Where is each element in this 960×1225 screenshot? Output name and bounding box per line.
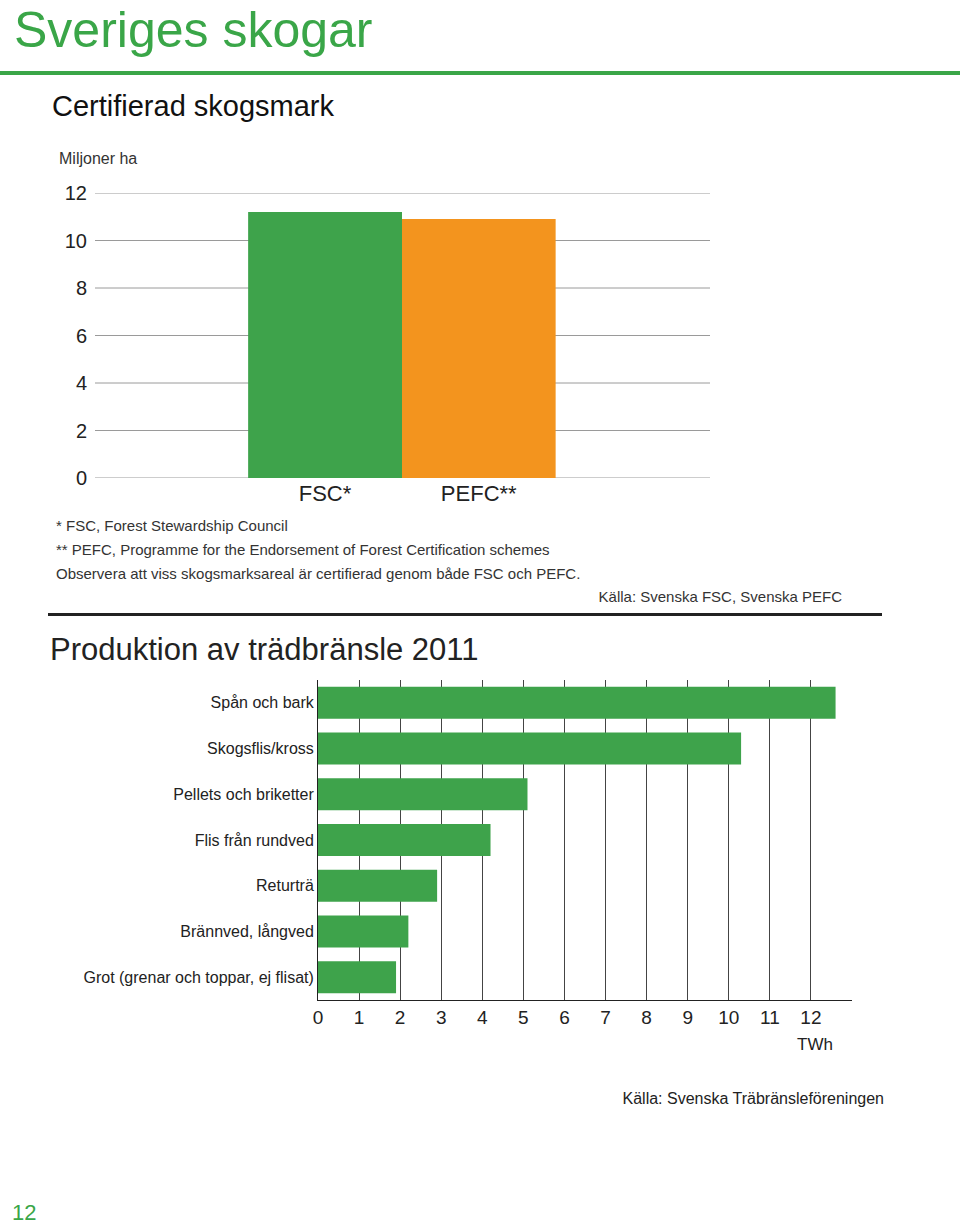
svg-text:Skogsflis/kross: Skogsflis/kross <box>207 740 314 757</box>
html-text:** PEFC, Programme for the End: ** PEFC, Programme for the Endorsement o… <box>56 541 550 558</box>
svg-text:1: 1 <box>354 1007 365 1028</box>
svg-text:2: 2 <box>76 420 87 442</box>
svg-text:Pellets och briketter: Pellets och briketter <box>173 786 314 803</box>
svg-text:2: 2 <box>395 1007 406 1028</box>
svg-text:10: 10 <box>718 1007 739 1028</box>
svg-text:10: 10 <box>65 230 87 252</box>
html-text:Observera att viss skogsmarksa: Observera att viss skogsmarksareal är ce… <box>56 565 581 582</box>
svg-text:0: 0 <box>313 1007 324 1028</box>
html-text:Källa: Svenska Träbränslefören: Källa: Svenska Träbränsleföreningen <box>622 1090 884 1107</box>
html-text:Produktion av trädbränsle 2011: Produktion av trädbränsle 2011 <box>50 632 479 667</box>
svg-text:Flis från rundved: Flis från rundved <box>195 832 314 849</box>
svg-text:8: 8 <box>641 1007 652 1028</box>
html-text:12: 12 <box>12 1200 37 1225</box>
svg-text:Miljoner ha: Miljoner ha <box>59 150 137 167</box>
svg-text:5: 5 <box>518 1007 529 1028</box>
html-text:Certifierad skogsmark: Certifierad skogsmark <box>52 90 334 122</box>
svg-text:12: 12 <box>800 1007 821 1028</box>
svg-text:6: 6 <box>559 1007 570 1028</box>
svg-text:12: 12 <box>65 182 87 204</box>
html-text:Sveriges skogar: Sveriges skogar <box>14 2 373 58</box>
svg-text:6: 6 <box>76 325 87 347</box>
svg-text:TWh: TWh <box>797 1035 833 1054</box>
svg-text:PEFC**: PEFC** <box>441 481 517 506</box>
html-text:Källa: Svenska FSC, Svenska PE: Källa: Svenska FSC, Svenska PEFC <box>598 588 842 605</box>
svg-text:11: 11 <box>760 1007 780 1028</box>
svg-text:Spån och bark: Spån och bark <box>211 694 315 711</box>
svg-text:3: 3 <box>436 1007 447 1028</box>
svg-text:Returträ: Returträ <box>256 877 314 894</box>
svg-text:4: 4 <box>477 1007 488 1028</box>
svg-text:FSC*: FSC* <box>299 481 352 506</box>
svg-text:0: 0 <box>76 467 87 489</box>
svg-text:Grot (grenar och toppar, ej fl: Grot (grenar och toppar, ej flisat) <box>83 969 313 986</box>
html-text:* FSC, Forest Stewardship Coun: * FSC, Forest Stewardship Council <box>56 517 288 534</box>
svg-text:4: 4 <box>76 372 87 394</box>
svg-text:9: 9 <box>682 1007 693 1028</box>
svg-text:Brännved, långved: Brännved, långved <box>180 923 313 940</box>
svg-text:8: 8 <box>76 277 87 299</box>
svg-text:7: 7 <box>600 1007 611 1028</box>
